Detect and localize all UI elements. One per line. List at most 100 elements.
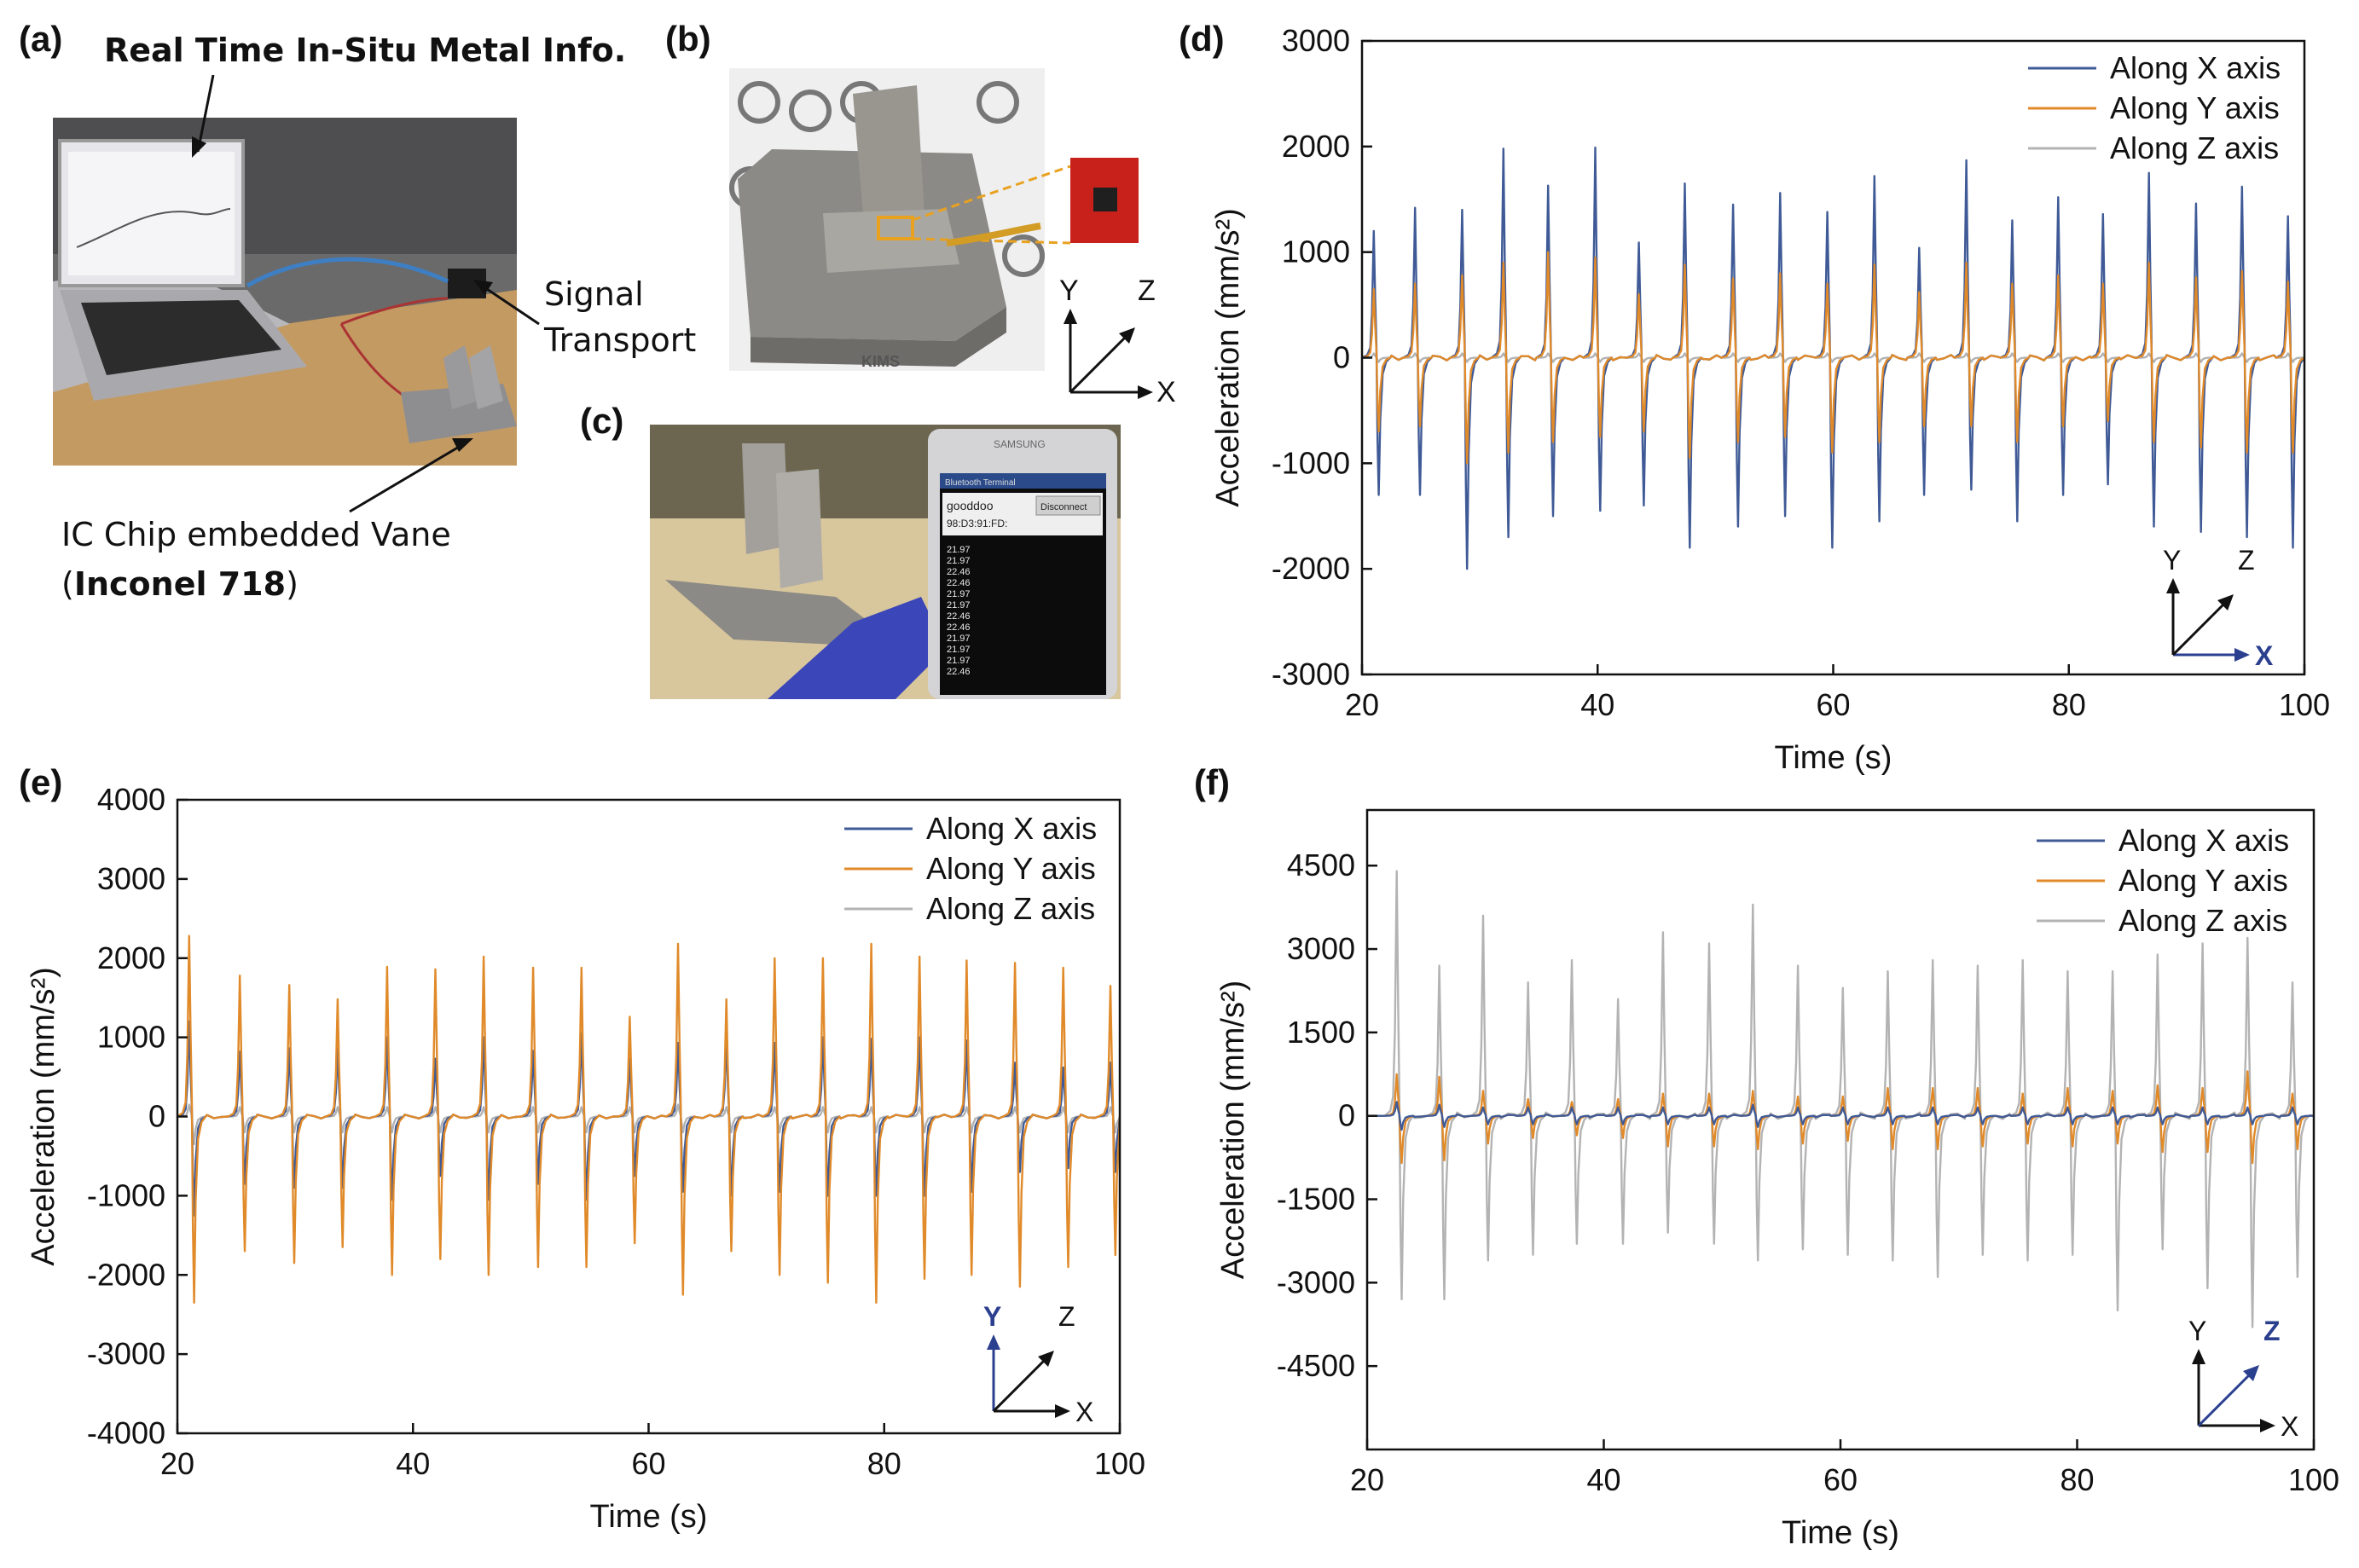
y-tick-label: -2000: [87, 1257, 165, 1292]
panel-label-f: (f): [1194, 762, 1230, 802]
panel-label-d: (d): [1179, 19, 1225, 59]
x-tick-label: 20: [1350, 1462, 1384, 1497]
phone-brand: SAMSUNG: [994, 438, 1046, 450]
series-line-along-z-axis: [1362, 352, 2304, 363]
orientation-label-z: Z: [1058, 1301, 1075, 1332]
bt-reading: 21.97: [947, 556, 971, 566]
chart-e-plot-area: [177, 934, 1120, 1304]
orientation-label-x: X: [1075, 1397, 1093, 1427]
panel-b-axis-y: Y: [1059, 275, 1079, 307]
y-tick-label: -1500: [1277, 1182, 1355, 1217]
panel-b-photo: KIMS: [729, 68, 1139, 371]
bt-readings-list: 21.9721.9722.4622.4621.9721.9722.4622.46…: [947, 545, 971, 677]
annotation-vane: IC Chip embedded Vane: [61, 516, 451, 553]
legend-entry: Along Z axis: [2110, 130, 2279, 165]
x-tick-label: 60: [1823, 1462, 1858, 1497]
x-tick-label: 80: [2060, 1462, 2094, 1497]
legend-entry: Along X axis: [926, 811, 1097, 846]
kims-watermark: KIMS: [861, 353, 900, 370]
x-tick-label: 40: [396, 1446, 430, 1481]
axis-arrowhead-z: [2243, 1365, 2259, 1381]
y-tick-label: 4000: [97, 782, 165, 817]
panel-a-annotations: Real Time In-Situ Metal Info. Signal Tra…: [61, 32, 696, 603]
y-tick-label: -3000: [1277, 1264, 1355, 1299]
axis-arrow-z: [2171, 600, 2228, 657]
orientation-label-y: Y: [2188, 1316, 2206, 1346]
y-tick-label: 2000: [97, 940, 165, 975]
bt-reading: 21.97: [947, 645, 971, 655]
y-tick-label: -1000: [1272, 445, 1350, 480]
orientation-label-z: Z: [2238, 545, 2255, 576]
bt-reading: 21.97: [947, 600, 971, 610]
x-axis-label: Time (s): [1782, 1515, 1899, 1551]
bt-reading: 22.46: [947, 611, 971, 622]
panel-a-photo: [53, 118, 517, 466]
paren-close: ): [286, 565, 298, 603]
orientation-label-x: X: [2281, 1411, 2298, 1442]
y-tick-label: -4000: [87, 1415, 165, 1450]
y-tick-label: -3000: [87, 1336, 165, 1371]
y-axis-label: Acceleration (mm/s²): [26, 967, 61, 1266]
axis-arrowhead-z: [2217, 594, 2234, 610]
orientation-label-y: Y: [2163, 545, 2181, 576]
y-tick-label: 0: [148, 1099, 165, 1134]
x-tick-label: 40: [1586, 1462, 1620, 1497]
y-tick-label: 0: [1333, 340, 1350, 375]
x-tick-label: 40: [1580, 687, 1614, 722]
x-tick-label: 60: [1816, 687, 1850, 722]
x-tick-label: 20: [160, 1446, 194, 1481]
x-tick-label: 20: [1345, 687, 1379, 722]
chart-d: -3000 -2000 -1000 0 1000 2000 3000 20 40 60 80 100 T…: [1210, 23, 2330, 776]
panel-label-b: (b): [665, 19, 711, 59]
bt-reading: 22.46: [947, 667, 971, 677]
x-axis-label: Time (s): [1775, 740, 1892, 776]
series-line-along-y-axis: [1367, 1070, 2314, 1165]
legend-entry: Along Y axis: [2118, 863, 2288, 898]
x-axis-label: Time (s): [590, 1499, 708, 1535]
x-tick-label: 100: [2279, 687, 2330, 722]
disconnect-button: Disconnect: [1040, 502, 1087, 512]
x-tick-label: 100: [2288, 1462, 2339, 1497]
y-tick-label: 2000: [1282, 129, 1350, 164]
bt-reading: 22.46: [947, 578, 971, 588]
panel-label-c: (c): [580, 401, 623, 441]
legend-entry: Along Z axis: [2118, 903, 2287, 938]
annotation-transport: Transport: [543, 321, 696, 359]
paren-open: (: [61, 565, 74, 603]
panel-b-axis-x: X: [1156, 376, 1176, 408]
app-title: Bluetooth Terminal: [945, 478, 1016, 488]
panel-c-photo: SAMSUNG Bluetooth Terminal gooddoo 98:D3…: [650, 425, 1121, 699]
axis-arrow-z: [992, 1357, 1048, 1413]
orientation-label-x: X: [2255, 640, 2274, 671]
orientation-axes: Y Z X: [2163, 545, 2274, 671]
panel-label-e: (e): [19, 762, 62, 802]
chart-f-plot-area: [1367, 870, 2314, 1328]
chart-e: -4000 -3000 -2000 -1000 0 1000 2000 3000 4000 20 4…: [26, 782, 1145, 1535]
y-tick-label: 1500: [1287, 1015, 1355, 1050]
y-tick-label: -3000: [1272, 657, 1350, 691]
x-tick-label: 100: [1094, 1446, 1145, 1481]
x-tick-label: 80: [2052, 687, 2086, 722]
panel-labels: (a) (b) (c) (d) (e) (f): [19, 19, 1230, 802]
axis-arrowhead-x: [2260, 1419, 2275, 1432]
chart-f: -4500 -3000 -1500 0 1500 3000 4500 20 40 60 80 100 T…: [1215, 808, 2339, 1551]
material-name: Inconel 718: [74, 565, 286, 603]
series-line-along-y-axis: [1362, 251, 2304, 465]
y-tick-label: -1000: [87, 1177, 165, 1212]
axis-arrowhead-y: [2166, 578, 2180, 593]
axis-arrow-z: [2197, 1371, 2253, 1427]
chart-d-plot-area: [1362, 146, 2304, 570]
orientation-axes: Y Z X: [983, 1301, 1093, 1427]
y-tick-label: -2000: [1272, 551, 1350, 586]
bt-device-name: gooddoo: [947, 499, 994, 512]
panel-b-orientation-axes: Y Z X: [1059, 275, 1176, 408]
bt-reading: 21.97: [947, 589, 971, 599]
y-tick-label: 4500: [1287, 848, 1355, 882]
axis-arrowhead-z: [1038, 1351, 1054, 1367]
y-tick-label: 3000: [97, 861, 165, 896]
annotation-vane-material: (Inconel 718): [61, 565, 298, 603]
y-axis-label: Acceleration (mm/s²): [1210, 208, 1246, 507]
annotation-real-time: Real Time In-Situ Metal Info.: [104, 32, 626, 69]
